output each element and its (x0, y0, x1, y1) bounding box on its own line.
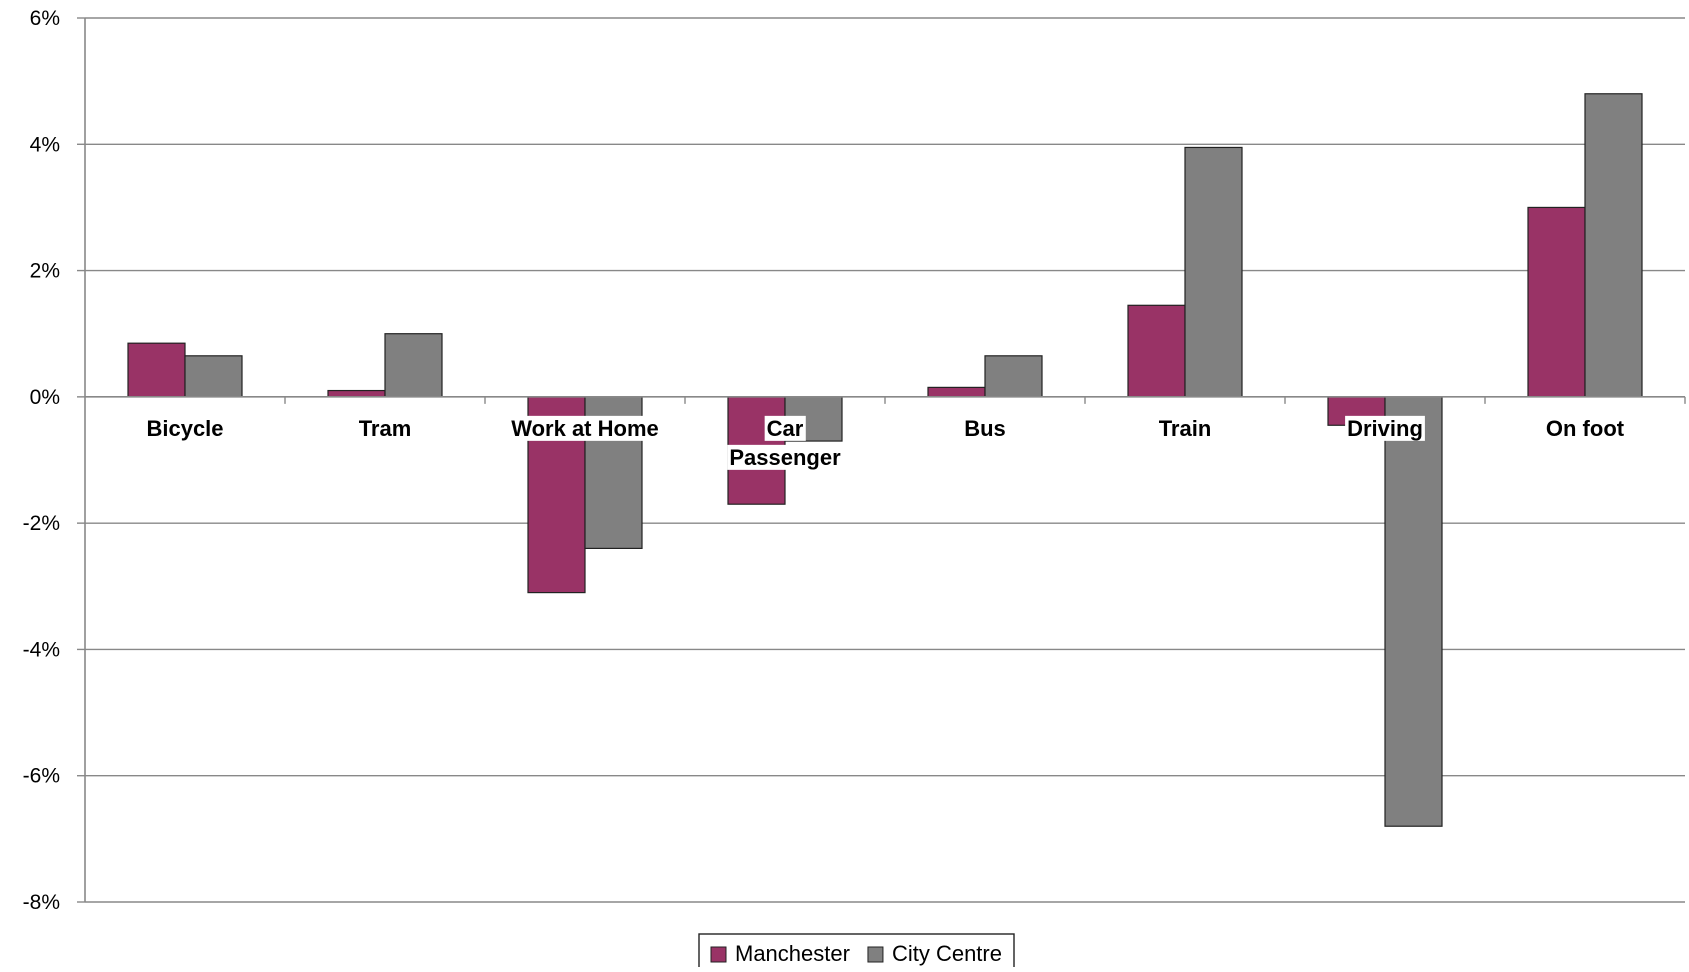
category-label-bus: Bus (964, 416, 1006, 441)
category-label-on-foot: On foot (1546, 416, 1625, 441)
bar-city-centre-bus (984, 355, 1043, 398)
category-label-driving: Driving (1347, 416, 1423, 441)
y-tick-label: -8% (23, 891, 60, 914)
bar-city-centre-driving (1384, 396, 1443, 827)
legend-label-manchester: Manchester (735, 941, 850, 966)
bar-city-centre-bicycle (184, 355, 243, 398)
bar-city-centre-on-foot (1584, 93, 1643, 398)
category-label-train: Train (1159, 416, 1212, 441)
category-label-background (962, 415, 1008, 441)
axes (84, 18, 1686, 902)
category-label-background (356, 415, 414, 441)
category-label-background (1156, 415, 1214, 441)
bar-manchester-bicycle (127, 342, 186, 398)
legend: Manchester City Centre (698, 933, 1015, 972)
category-label-background (144, 415, 226, 441)
y-tick-label: 0% (30, 386, 60, 409)
category-label-bicycle: Bicycle (146, 416, 223, 441)
legend-swatch-manchester (710, 946, 727, 963)
category-label-background (1543, 415, 1627, 441)
y-axis-ticks: 6% 4% 2% 0% -2% -4% -6% -8% (23, 7, 85, 914)
bar-manchester-tram (327, 389, 386, 398)
bar-city-centre-tram (384, 333, 443, 398)
legend-swatch-city-centre (867, 946, 884, 963)
gridlines (85, 17, 1685, 903)
y-tick-label: 2% (30, 260, 60, 283)
y-tick-label: -2% (23, 512, 60, 535)
category-label-tram: Tram (359, 416, 412, 441)
category-label-background (509, 415, 661, 441)
bar-manchester-train (1127, 304, 1186, 398)
y-tick-label: -6% (23, 765, 60, 788)
category-label-background (764, 415, 806, 441)
y-tick-label: -4% (23, 638, 60, 661)
category-labels: Bicycle Tram Work at Home Car Passenger Bus Tr… (144, 415, 1627, 470)
bar-manchester-on-foot (1527, 206, 1586, 398)
category-label-car-passenger: Car (767, 416, 804, 441)
bar-manchester-bus (927, 386, 986, 398)
legend-box (698, 933, 1015, 972)
bar-city-centre-train (1184, 146, 1243, 398)
bars (127, 93, 1643, 827)
category-label-work-at-home: Work at Home (511, 416, 659, 441)
category-label-background (727, 444, 844, 470)
category-label-car-passenger: Passenger (729, 445, 841, 470)
y-tick-label: 6% (30, 7, 60, 30)
legend-label-city-centre: City Centre (892, 941, 1002, 966)
category-label-background (1345, 415, 1425, 441)
y-tick-label: 4% (30, 133, 60, 156)
